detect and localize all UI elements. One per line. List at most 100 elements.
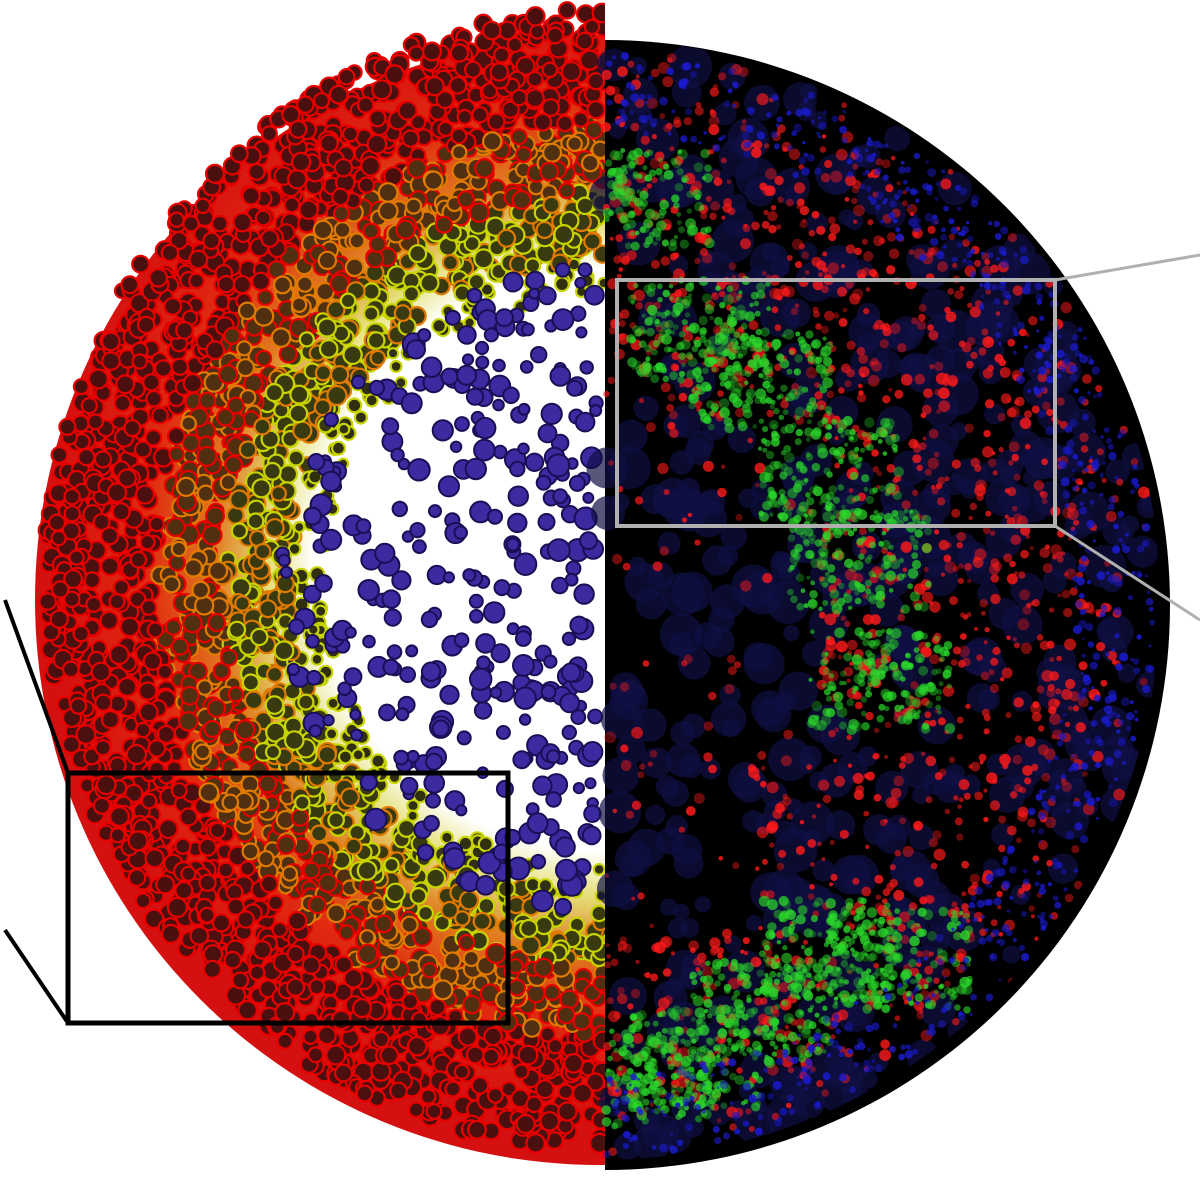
red-signal [927,324,934,331]
interior-cell [279,555,290,566]
red-signal [957,805,961,809]
red-signal [866,287,871,292]
red-signal [661,256,670,265]
segmented-cell [509,959,523,973]
segmented-cell [255,544,270,559]
red-signal [1048,706,1056,714]
red-signal [1061,302,1072,313]
segmented-cell [463,996,480,1013]
red-signal [1014,697,1024,707]
interior-cell [446,311,460,325]
red-signal [944,981,951,988]
red-signal [844,621,850,627]
red-signal [649,924,654,929]
segmented-cell [162,925,180,943]
red-signal [821,857,825,861]
red-signal [632,1033,643,1044]
red-signal [1065,722,1070,727]
segmented-cell [131,552,146,567]
segmented-cell [95,695,111,711]
red-signal [959,286,964,291]
segmented-cell [143,374,159,390]
segmented-cell [168,428,185,445]
red-signal [1005,712,1011,718]
red-signal [983,789,987,793]
segmented-cell [204,721,220,737]
interior-cell [476,634,495,653]
segmented-cell [483,132,501,150]
segmented-cell [182,416,196,430]
segmented-cell [292,810,308,826]
interior-cell [408,459,429,480]
segmented-cell [212,216,227,231]
segmented-cell [199,839,216,856]
red-signal [903,846,914,857]
red-signal [838,115,845,122]
red-signal [951,509,960,518]
red-signal [613,809,618,814]
segmented-cell [467,1047,484,1064]
segmented-cell [261,876,278,893]
red-signal [1042,402,1050,410]
segmented-cell [409,245,426,262]
interior-cell [393,502,407,516]
segmented-cell [521,936,540,955]
red-signal [855,702,863,710]
segmented-cell [172,639,188,655]
red-signal [847,341,856,350]
red-signal [854,248,862,256]
segmented-cell [427,1104,442,1119]
segmented-cell [567,137,581,151]
red-signal [959,798,964,803]
red-signal [777,863,785,871]
red-signal [846,369,855,378]
red-signal [704,721,714,731]
segmented-cell [102,352,119,369]
segmented-cell [150,269,167,286]
red-signal [669,429,678,438]
red-signal [635,960,639,964]
red-signal [990,800,1000,810]
red-signal [889,249,899,259]
segmented-cell [346,839,361,854]
red-signal [827,391,835,399]
interior-cell [548,539,570,561]
red-signal [1049,657,1054,662]
red-signal [621,760,632,771]
segmented-cell [251,629,267,645]
red-signal [848,764,852,768]
segmented-cell [206,341,224,359]
segmented-cell [141,535,155,549]
red-signal [806,367,817,378]
red-signal [843,308,848,313]
dapi-haze [673,848,703,878]
red-signal [794,182,805,193]
red-signal [1006,635,1011,640]
interior-cell [510,462,524,476]
red-signal [841,616,846,621]
segmented-cell [167,518,185,536]
interior-cell [478,310,498,330]
segmented-cell [114,580,129,595]
red-signal [934,529,939,534]
segmented-cell [408,159,427,178]
red-signal [605,873,609,877]
red-signal [1007,398,1012,403]
red-signal [970,306,981,317]
red-signal [863,308,869,314]
red-signal [863,251,873,261]
segmented-cell [95,740,110,755]
interior-cell [439,476,459,496]
red-signal [1028,316,1037,325]
red-signal [965,704,970,709]
red-signal [729,262,737,270]
segmented-cell [332,1011,350,1029]
red-signal [617,66,628,77]
red-signal [783,286,795,298]
segmented-cell [381,1047,398,1064]
red-signal [865,845,869,849]
interior-cell [310,725,322,737]
red-signal [767,782,779,794]
segmented-cell [339,751,352,764]
interior-cell [503,388,519,404]
